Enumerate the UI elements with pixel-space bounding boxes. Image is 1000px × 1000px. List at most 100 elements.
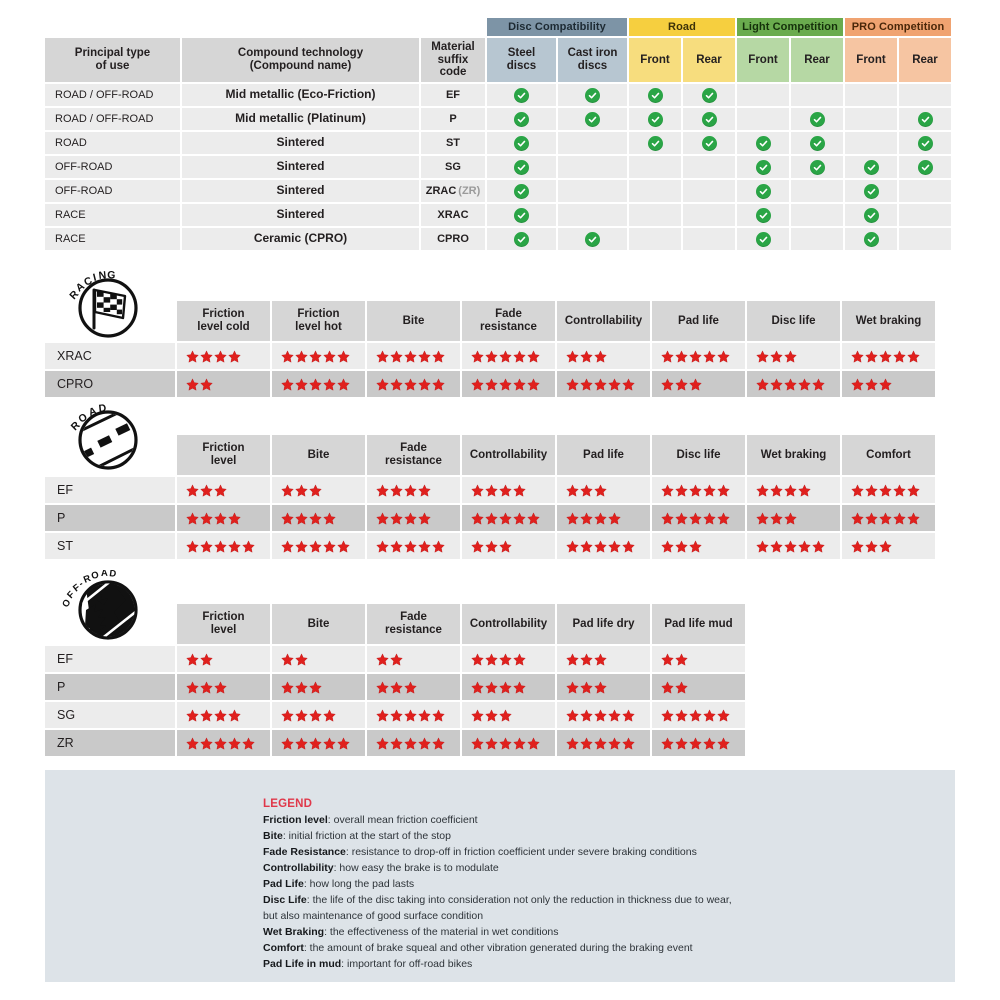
- star-icon: [295, 378, 308, 391]
- star-rating: [652, 350, 745, 363]
- star-icon: [200, 484, 213, 497]
- racing-badge: R A C I N G: [58, 268, 154, 340]
- star-icon: [485, 709, 498, 722]
- check-circle-icon: [585, 87, 600, 103]
- check-circle-icon: [809, 159, 825, 175]
- rating-cell: [367, 343, 460, 369]
- star-icon: [851, 484, 864, 497]
- star-icon: [580, 350, 593, 363]
- star-icon: [622, 737, 635, 750]
- star-icon: [214, 681, 227, 694]
- band-spacer: [45, 18, 485, 36]
- star-icon: [499, 512, 512, 525]
- rating-cell: [272, 674, 365, 700]
- star-icon: [186, 378, 199, 391]
- col-header-0: Friction level: [177, 604, 270, 644]
- star-icon: [580, 484, 593, 497]
- star-icon: [309, 484, 322, 497]
- star-icon: [675, 653, 688, 666]
- compat-cell: [487, 108, 556, 130]
- star-icon: [499, 540, 512, 553]
- check-circle-icon: [514, 159, 529, 175]
- compat-cell: [791, 228, 843, 250]
- star-icon: [675, 512, 688, 525]
- compat-cell: [487, 180, 556, 202]
- row-code-label: XRAC: [421, 204, 485, 226]
- compat-cell: [629, 84, 681, 106]
- rating-cell: [652, 371, 745, 397]
- star-icon: [594, 653, 607, 666]
- star-icon: [186, 512, 199, 525]
- legend-panel: LEGEND Friction level: overall mean fric…: [45, 770, 955, 982]
- star-icon: [323, 737, 336, 750]
- star-rating: [367, 512, 460, 525]
- star-icon: [390, 737, 403, 750]
- star-icon: [717, 484, 730, 497]
- star-icon: [865, 378, 878, 391]
- star-icon: [376, 350, 389, 363]
- rating-cell: [557, 505, 650, 531]
- star-icon: [390, 350, 403, 363]
- ratings-row-label-spacer: [45, 604, 175, 644]
- star-icon: [851, 512, 864, 525]
- star-rating: [652, 681, 745, 694]
- star-icon: [281, 737, 294, 750]
- rating-cell: [177, 730, 270, 756]
- star-rating: [367, 709, 460, 722]
- rating-cell: [367, 477, 460, 503]
- star-icon: [851, 350, 864, 363]
- col-header-5: Pad life mud: [652, 604, 745, 644]
- star-icon: [200, 681, 213, 694]
- star-rating: [747, 512, 840, 525]
- star-icon: [404, 378, 417, 391]
- star-icon: [485, 540, 498, 553]
- star-icon: [404, 737, 417, 750]
- star-icon: [580, 653, 593, 666]
- road-ratings-table: Friction level Bite Fade resistance Controlla…: [45, 435, 935, 559]
- col-header-6: Wet braking: [747, 435, 840, 475]
- rating-cell: [462, 477, 555, 503]
- star-icon: [337, 540, 350, 553]
- check-circle-icon: [917, 135, 933, 151]
- star-icon: [309, 737, 322, 750]
- rating-cell: [462, 371, 555, 397]
- star-icon: [471, 681, 484, 694]
- star-icon: [418, 378, 431, 391]
- compat-cell: [629, 108, 681, 130]
- col-header-7: Comfort: [842, 435, 935, 475]
- compat-cell: [845, 228, 897, 250]
- compat-cell: [737, 204, 789, 226]
- star-icon: [186, 653, 199, 666]
- star-icon: [376, 709, 389, 722]
- star-icon: [281, 709, 294, 722]
- col-header-4: Controllability: [557, 301, 650, 341]
- legend-entry: but also maintenance of good surface con…: [263, 909, 484, 922]
- svg-text:A: A: [101, 570, 108, 579]
- star-icon: [214, 350, 227, 363]
- star-rating: [842, 350, 935, 363]
- compat-cell: [845, 84, 897, 106]
- col-header-8: Rear: [791, 38, 843, 82]
- check-circle-icon: [514, 111, 529, 127]
- col-header-1: Bite: [272, 435, 365, 475]
- rating-cell: [557, 371, 650, 397]
- star-icon: [661, 378, 674, 391]
- compat-cell: [737, 108, 789, 130]
- star-icon: [390, 378, 403, 391]
- star-icon: [471, 350, 484, 363]
- star-icon: [200, 540, 213, 553]
- star-icon: [527, 350, 540, 363]
- star-rating: [462, 484, 555, 497]
- star-rating: [747, 378, 840, 391]
- star-icon: [675, 484, 688, 497]
- star-icon: [851, 540, 864, 553]
- star-rating: [462, 681, 555, 694]
- rating-cell: [557, 533, 650, 559]
- compat-cell: [791, 204, 843, 226]
- check-circle-icon: [755, 231, 771, 247]
- star-icon: [309, 378, 322, 391]
- star-icon: [784, 540, 797, 553]
- star-rating: [557, 737, 650, 750]
- star-icon: [323, 350, 336, 363]
